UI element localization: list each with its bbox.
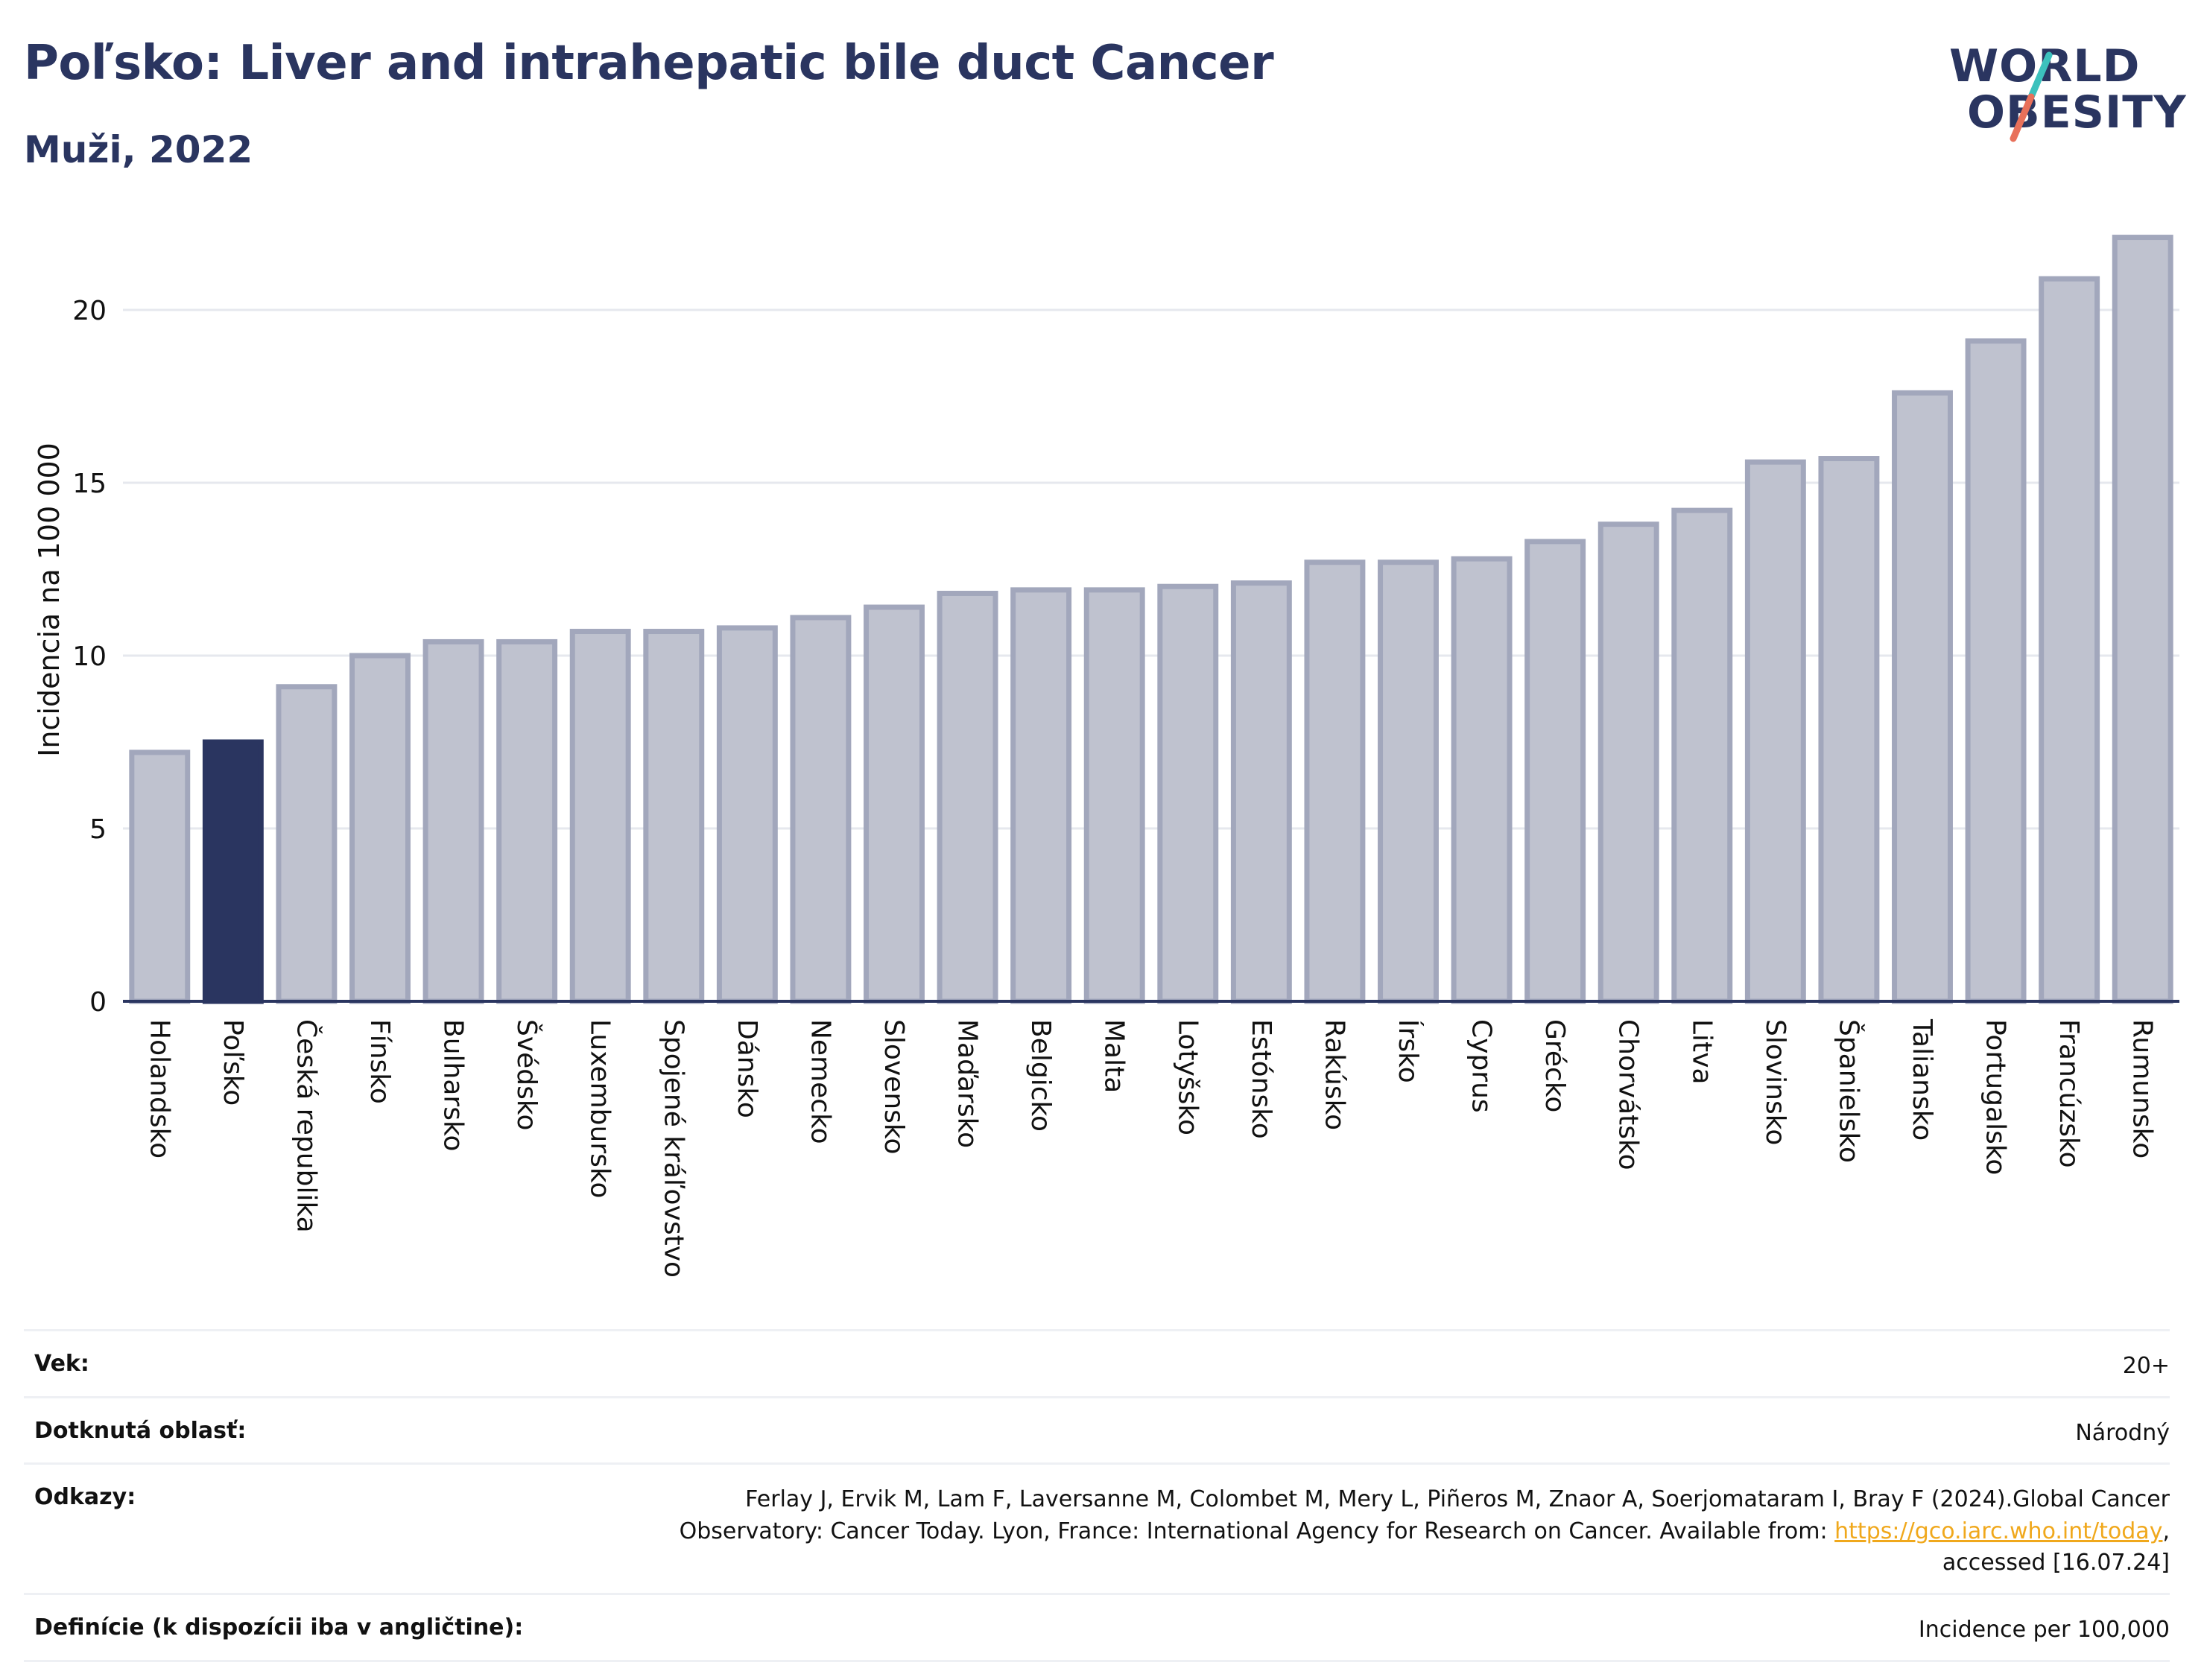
- x-tick-label: Švédsko: [511, 1019, 542, 1131]
- bar: [1010, 587, 1072, 1004]
- x-tick-label: Poľsko: [218, 1019, 248, 1106]
- bar: [496, 638, 558, 1004]
- bar-chart: 0 5 10 15 20 Holandsko Poľsko Česká republika Fí…: [72, 235, 2179, 1278]
- metadata-table: Vek: 20+ Dotknutá oblasť: Národný Odkazy…: [24, 1329, 2170, 1662]
- x-tick-label: Španielsko: [1833, 1019, 1864, 1163]
- age-value: 20+: [2122, 1353, 2170, 1379]
- bar: [422, 638, 484, 1004]
- y-tick-label: 0: [89, 987, 107, 1018]
- bar: [349, 653, 411, 1004]
- y-tick-label: 20: [72, 296, 107, 326]
- chart-subtitle: Muži, 2022: [24, 128, 253, 171]
- bar: [864, 604, 925, 1004]
- references-value: Ferlay J, Ervik M, Lam F, Laversanne M, …: [620, 1484, 2170, 1579]
- x-tick-label: Grécko: [1539, 1019, 1570, 1112]
- bar: [2039, 276, 2100, 1004]
- x-tick-label: Estónsko: [1246, 1019, 1276, 1139]
- age-label: Vek:: [34, 1351, 89, 1377]
- x-tick-label: Luxembursko: [585, 1019, 615, 1198]
- meta-row-definition: Definície (k dispozícii iba v angličtine…: [24, 1592, 2170, 1662]
- bar: [1083, 587, 1145, 1004]
- logo-line-2: OBESITY: [1967, 86, 2187, 139]
- bar: [129, 749, 191, 1004]
- bar: [790, 615, 852, 1004]
- x-tick-label: Rumunsko: [2127, 1019, 2158, 1158]
- x-tick-label: Litva: [1686, 1019, 1717, 1085]
- x-tick-label: Írsko: [1393, 1019, 1424, 1083]
- bar: [716, 625, 778, 1004]
- bar: [276, 684, 338, 1004]
- x-tick-label: Portugalsko: [1980, 1019, 2011, 1175]
- meta-row-references: Odkazy: Ferlay J, Ervik M, Lam F, Lavers…: [24, 1462, 2170, 1593]
- x-tick-label: Nemecko: [805, 1019, 835, 1144]
- x-tick-label: Cyprus: [1466, 1019, 1497, 1113]
- x-tick-label: Chorvátsko: [1613, 1019, 1644, 1170]
- x-tick-label: Spojené kráľovstvo: [658, 1019, 688, 1278]
- references-accessed: , accessed [16.07.24]: [1942, 1518, 2170, 1576]
- bar: [2112, 235, 2173, 1004]
- definition-value: Incidence per 100,000: [1918, 1616, 2170, 1643]
- meta-row-age: Vek: 20+: [24, 1329, 2170, 1396]
- bar: [1744, 459, 1806, 1004]
- bar: [1157, 583, 1219, 1004]
- x-tick-label: Belgicko: [1025, 1019, 1056, 1132]
- bar: [1965, 338, 2027, 1004]
- references-text: Ferlay J, Ervik M, Lam F, Laversanne M, …: [679, 1486, 2170, 1544]
- x-tick-label: Slovensko: [878, 1019, 909, 1155]
- world-obesity-logo: WORLD OBESITY: [1937, 30, 2191, 164]
- references-label: Odkazy:: [34, 1484, 136, 1511]
- definition-label: Definície (k dispozícii iba v angličtine…: [34, 1614, 524, 1641]
- x-tick-label: Slovinsko: [1760, 1019, 1790, 1145]
- area-label: Dotknutá oblasť:: [34, 1417, 247, 1444]
- y-tick-label: 15: [72, 469, 107, 499]
- bar: [569, 629, 631, 1004]
- x-tick-label: Bulharsko: [438, 1019, 469, 1152]
- bar: [1451, 556, 1513, 1004]
- chart-title: Poľsko: Liver and intrahepatic bile duct…: [24, 36, 1274, 91]
- x-tick-label: Taliansko: [1907, 1018, 1937, 1141]
- meta-row-area: Dotknutá oblasť: Národný: [24, 1395, 2170, 1463]
- bar: [1892, 390, 1953, 1004]
- x-tick-label: Dánsko: [732, 1019, 762, 1118]
- x-tick-label: Malta: [1099, 1019, 1130, 1093]
- bar: [643, 629, 705, 1004]
- x-tick-label: Fínsko: [364, 1019, 395, 1104]
- area-value: Národný: [2075, 1419, 2170, 1446]
- x-tick-label: Maďarsko: [952, 1019, 983, 1148]
- bar: [1378, 560, 1439, 1004]
- bar: [1524, 539, 1586, 1004]
- bar: [202, 739, 264, 1004]
- bar: [1230, 580, 1292, 1004]
- bar: [1818, 456, 1880, 1004]
- bar: [1597, 522, 1659, 1004]
- logo-slash-icon: [2010, 51, 2053, 142]
- x-tick-label: Francúzsko: [2053, 1019, 2084, 1168]
- y-tick-label: 10: [72, 641, 107, 672]
- references-link[interactable]: https://gco.iarc.who.int/today: [1834, 1518, 2163, 1544]
- x-tick-label: Rakúsko: [1319, 1019, 1349, 1130]
- y-tick-label: 5: [89, 814, 107, 845]
- bar: [1671, 507, 1733, 1004]
- x-tick-label: Holandsko: [144, 1019, 174, 1158]
- y-axis-title: Incidencia na 100 000: [33, 443, 66, 757]
- x-tick-label: Česká republika: [291, 1019, 322, 1233]
- bar: [1304, 560, 1366, 1004]
- bar: [937, 590, 998, 1004]
- x-tick-label: Lotyšsko: [1172, 1019, 1203, 1135]
